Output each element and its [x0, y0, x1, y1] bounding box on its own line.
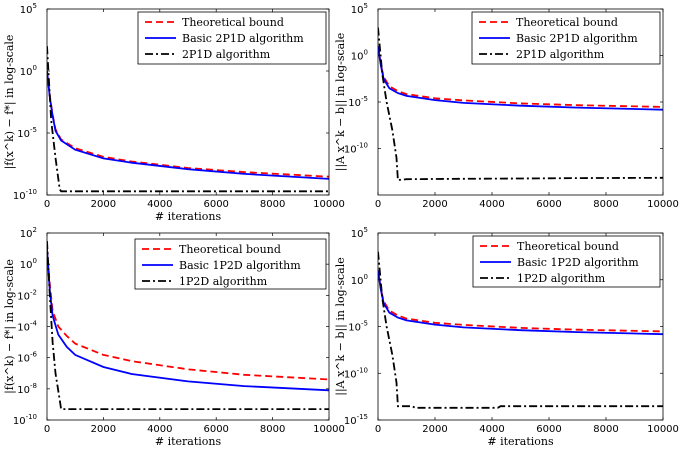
- legend-label: Theoretical bound: [182, 16, 284, 29]
- chart-panel-4: 0 2000 4000 6000 8000 10000 105 100 10-5 10-10 10-…: [334, 226, 679, 448]
- series-line-3: [47, 241, 329, 411]
- legend-label: Theoretical bound: [179, 243, 281, 256]
- x-tick-label: 6000: [203, 424, 228, 435]
- series-line-2: [378, 270, 663, 336]
- legend-label: Theoretical bound: [517, 240, 619, 253]
- chart-panel-1: 0 2000 4000 6000 8000 10000 105 100 10-5 10-10 # i…: [3, 2, 345, 223]
- y-axis-label: ||A x^k − b|| in log-scale: [334, 33, 348, 172]
- legend: Theoretical bound Basic 2P1D algorithm 2P1…: [137, 11, 327, 65]
- x-tick-label: 10000: [313, 424, 345, 435]
- x-tick-label: 0: [44, 199, 50, 210]
- x-tick-label: 8000: [260, 424, 285, 435]
- chart-panel-3: 0 2000 4000 6000 8000 10000 102 100 10-2 10-4 10-6…: [3, 226, 345, 448]
- legend-label: Basic 1P2D algorithm: [517, 256, 639, 269]
- axes-frame: [46, 8, 330, 196]
- y-tick-label: 10-10: [13, 188, 37, 202]
- y-tick-label: 100: [351, 49, 368, 63]
- series-line-3: [378, 27, 663, 182]
- x-tick-label: 6000: [536, 424, 561, 435]
- x-tick-label: 4000: [479, 424, 504, 435]
- x-axis-label: # iterations: [487, 435, 554, 448]
- x-tick-label: 0: [44, 424, 50, 435]
- legend-box: [134, 238, 327, 290]
- x-tick-label: 2000: [422, 424, 447, 435]
- series-line-3: [378, 251, 663, 409]
- y-tick-label: 105: [351, 2, 368, 16]
- legend-label: 2P1D algorithm: [516, 48, 605, 61]
- y-tick-label: 102: [20, 226, 37, 240]
- x-tick-label: 4000: [147, 424, 172, 435]
- x-tick-label: 10000: [647, 424, 679, 435]
- series-group: [47, 46, 329, 193]
- y-tick-label: 10-2: [17, 288, 37, 302]
- chart-panel-2: 0 2000 4000 6000 8000 10000 105 100 10-5 10-10||A…: [334, 2, 679, 210]
- y-tick-label: 100: [20, 64, 37, 78]
- series-group: [378, 251, 663, 409]
- series-group: [47, 241, 329, 411]
- legend-label: Theoretical bound: [516, 16, 618, 29]
- y-tick-label: 10-6: [17, 351, 37, 365]
- y-tick-label: 100: [351, 273, 368, 287]
- x-tick-label: 6000: [203, 199, 228, 210]
- y-tick-label: 10-5: [348, 95, 368, 109]
- x-tick-label: 2000: [91, 424, 116, 435]
- y-axis-label: ||A x^k − b|| in log-scale: [334, 257, 348, 396]
- series-line-2: [47, 70, 329, 180]
- series-line-1: [47, 248, 329, 381]
- y-tick-label: 10-8: [17, 382, 37, 396]
- x-tick-label: 8000: [593, 424, 618, 435]
- x-tick-label: 2000: [422, 199, 447, 210]
- series-line-1: [47, 70, 329, 178]
- x-axis-label: # iterations: [155, 435, 222, 448]
- y-tick-label: 10-5: [348, 320, 368, 334]
- x-tick-label: 0: [375, 424, 381, 435]
- x-tick-label: 4000: [147, 199, 172, 210]
- y-tick-label: 10-10: [13, 413, 37, 427]
- x-tick-label: 0: [375, 199, 381, 210]
- x-axis-label: # iterations: [155, 210, 222, 223]
- y-tick-label: 10-15: [344, 413, 368, 427]
- legend-label: 1P2D algorithm: [517, 272, 606, 285]
- x-tick-label: 4000: [479, 199, 504, 210]
- y-tick-label: 10-10: [344, 142, 368, 156]
- y-tick-label: 10-10: [344, 366, 368, 380]
- series-line-3: [47, 46, 329, 193]
- legend: Theoretical bound Basic 2P1D algorithm 2P1…: [471, 11, 661, 65]
- y-tick-label: 10-5: [17, 126, 37, 140]
- y-tick-label: 105: [351, 226, 368, 240]
- series-group: [378, 27, 663, 182]
- legend-label: Basic 2P1D algorithm: [182, 32, 304, 45]
- series-line-2: [47, 248, 329, 392]
- y-tick-label: 10-4: [17, 320, 37, 334]
- y-axis-label: |f(x^k) − f*| in log-scale: [3, 259, 17, 394]
- x-tick-label: 8000: [260, 199, 285, 210]
- y-axis-label: |f(x^k) − f*| in log-scale: [3, 35, 17, 170]
- x-tick-label: 2000: [91, 199, 116, 210]
- x-tick-label: 6000: [536, 199, 561, 210]
- series-line-2: [378, 46, 663, 111]
- legend-label: Basic 1P2D algorithm: [179, 259, 301, 272]
- x-tick-label: 10000: [313, 199, 345, 210]
- legend-label: Basic 2P1D algorithm: [516, 32, 638, 45]
- x-tick-label: 8000: [593, 199, 618, 210]
- y-tick-label: 100: [20, 257, 37, 271]
- y-tick-label: 105: [20, 2, 37, 16]
- x-tick-label: 10000: [647, 199, 679, 210]
- legend: Theoretical bound Basic 1P2D algorithm 1P2…: [472, 235, 661, 288]
- legend-label: 1P2D algorithm: [179, 275, 268, 288]
- legend: Theoretical bound Basic 1P2D algorithm 1P2…: [134, 238, 327, 290]
- legend-label: 2P1D algorithm: [182, 48, 271, 61]
